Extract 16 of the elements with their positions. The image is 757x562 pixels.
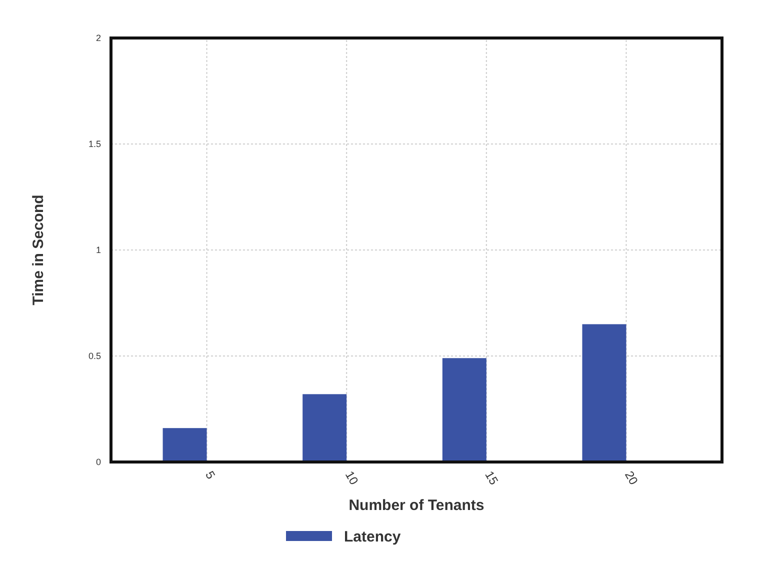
- x-axis-title: Number of Tenants: [348, 497, 484, 514]
- legend-label: Latency: [344, 528, 402, 546]
- x-tick-label: 5: [202, 468, 218, 482]
- bar: [442, 358, 486, 462]
- bar: [582, 324, 626, 462]
- y-tick-label: 0: [96, 457, 101, 468]
- x-tick-label: 20: [622, 468, 641, 488]
- y-tick-label: 2: [96, 33, 101, 44]
- x-tick-label: 15: [482, 468, 502, 488]
- y-tick-label: 0.5: [88, 351, 101, 362]
- x-tick-label: 10: [342, 468, 362, 488]
- y-tick-label: 1.5: [88, 139, 101, 150]
- y-axis-title: Time in Second: [30, 194, 47, 306]
- bar: [162, 428, 207, 462]
- bar: [302, 394, 347, 462]
- y-tick-label: 1: [96, 245, 101, 256]
